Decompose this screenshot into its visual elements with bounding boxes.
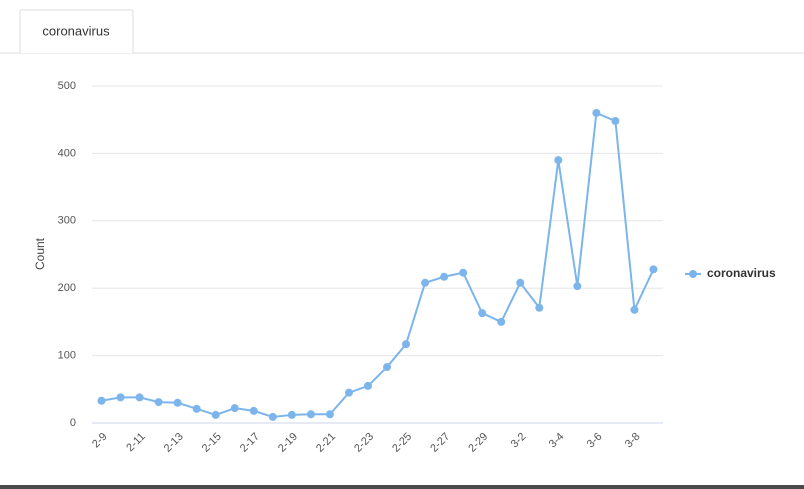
data-point: [402, 340, 411, 349]
bottom-bar: [0, 485, 804, 489]
data-point: [211, 410, 220, 419]
tab-label[interactable]: coronavirus: [42, 23, 110, 38]
x-tick-label: 2-21: [314, 431, 338, 455]
x-tick-label: 2-25: [390, 431, 414, 455]
x-tick-label: 2-17: [238, 431, 262, 455]
data-point: [249, 406, 258, 415]
data-point: [116, 393, 125, 402]
legend-label: coronavirus: [707, 266, 776, 280]
data-point: [497, 317, 506, 326]
data-point: [135, 393, 144, 402]
x-tick-label: 3-8: [623, 431, 643, 451]
data-point: [478, 309, 487, 318]
data-point: [383, 363, 392, 372]
data-point: [154, 398, 163, 407]
x-tick-label: 2-15: [200, 431, 224, 455]
y-tick-label: 500: [58, 80, 76, 92]
x-tick-label: 3-4: [547, 431, 567, 451]
data-point: [459, 268, 468, 277]
data-point: [230, 404, 239, 413]
data-point: [573, 282, 582, 291]
x-tick-label: 2-19: [276, 431, 300, 455]
data-point: [344, 388, 353, 397]
data-point: [516, 278, 525, 287]
y-tick-label: 100: [58, 350, 76, 362]
data-point: [649, 265, 658, 274]
data-point: [611, 117, 620, 126]
data-point: [287, 410, 296, 419]
tab[interactable]: [19, 9, 134, 53]
y-tick-label: 300: [58, 215, 76, 227]
y-tick-label: 0: [70, 417, 76, 429]
x-tick-label: 3-6: [585, 431, 605, 451]
series-line: [101, 111, 655, 418]
x-tick-label: 3-2: [509, 431, 529, 451]
x-tick-label: 2-29: [466, 431, 490, 455]
data-point: [363, 381, 372, 390]
data-point: [173, 398, 182, 407]
data-point: [421, 278, 430, 287]
data-point: [535, 303, 544, 312]
data-point: [306, 410, 315, 419]
data-point: [440, 272, 449, 281]
y-tick-label: 200: [58, 282, 76, 294]
data-point: [97, 396, 106, 405]
data-point: [268, 412, 277, 421]
x-tick-label: 2-9: [90, 431, 110, 451]
y-axis-title: Count: [33, 237, 47, 270]
y-tick-label: 400: [58, 147, 76, 159]
x-tick-label: 2-27: [428, 431, 452, 455]
data-point: [592, 108, 601, 117]
legend-marker: [689, 270, 697, 278]
data-point: [554, 156, 563, 165]
data-point: [630, 305, 639, 314]
x-tick-label: 2-11: [124, 431, 147, 454]
data-point: [325, 410, 334, 419]
data-point: [192, 404, 201, 413]
x-tick-label: 2-23: [352, 431, 376, 455]
x-tick-label: 2-13: [162, 431, 186, 455]
